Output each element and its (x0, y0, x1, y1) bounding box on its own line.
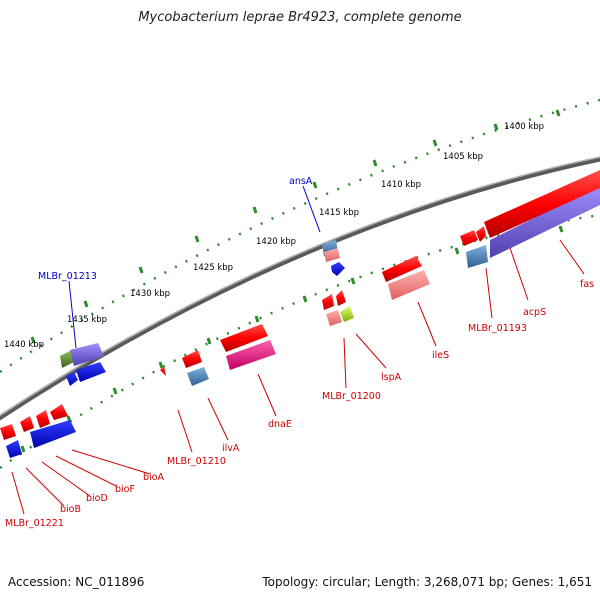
gene-mlbr01213-olive[interactable] (60, 350, 74, 368)
gene-ansA-pink[interactable] (324, 248, 340, 262)
genome-summary-label: Topology: circular; Length: 3,268,071 bp… (262, 575, 592, 589)
outer-major-ticks (30, 109, 561, 344)
label-ilvA: ilvA (222, 443, 240, 454)
label-lspA: lspA (381, 372, 402, 383)
leader-bioF (55, 455, 117, 487)
label-mlbr01193: MLBr_01193 (468, 323, 527, 334)
leader-ileS (417, 301, 437, 347)
scale-label-1415: 1415 kbp (319, 208, 359, 218)
leader-fas (559, 239, 585, 275)
gene-mlbr01193-red[interactable] (460, 230, 478, 246)
label-bioA: bioA (143, 472, 164, 483)
gene-steel-bio[interactable] (6, 440, 22, 458)
gene-blue-arrow[interactable] (66, 372, 78, 386)
accession-label: Accession: NC_011896 (8, 575, 145, 589)
leader-bioA (71, 449, 151, 475)
gene-ileS[interactable] (382, 256, 422, 282)
scale-label-1435: 1435 kbp (67, 315, 107, 325)
scale-label-1440: 1440 kbp (4, 340, 44, 350)
label-dnaE: dnaE (268, 419, 292, 430)
gene-bioF[interactable] (50, 404, 68, 420)
gene-mlbr01213-blue[interactable] (76, 362, 106, 382)
leader-mlbr01210 (177, 409, 193, 453)
outer-scale-arc (0, 98, 600, 374)
scale-label-1425: 1425 kbp (193, 263, 233, 273)
label-bioF: bioF (115, 484, 135, 495)
scale-label-1400: 1400 kbp (504, 122, 544, 132)
label-mlbr01210: MLBr_01210 (167, 456, 226, 467)
leader-acpS (509, 247, 529, 301)
leader-bioD (41, 461, 91, 497)
leader-ilvA (207, 397, 229, 441)
gene-mlbr01200-lime[interactable] (340, 306, 354, 322)
gene-acpS[interactable] (476, 226, 486, 242)
gene-ilvA[interactable] (182, 350, 202, 368)
gene-ileS-pink[interactable] (388, 270, 430, 300)
label-mlbr01200: MLBr_01200 (322, 391, 381, 402)
gene-dnaE-magenta[interactable] (226, 340, 276, 370)
gene-bioB[interactable] (20, 416, 34, 432)
scale-label-1420: 1420 kbp (256, 237, 296, 247)
leader-mlbr01213 (68, 280, 77, 349)
gene-lspA[interactable] (336, 290, 346, 306)
gene-mlbr01210[interactable] (160, 366, 166, 376)
scale-label-1410: 1410 kbp (381, 180, 421, 190)
label-mlbr01213: MLBr_01213 (38, 271, 97, 282)
gene-bioA[interactable] (30, 420, 76, 448)
leader-dnaE (257, 373, 277, 417)
leader-bioB (25, 467, 65, 507)
gene-mlbr01213-purple[interactable] (70, 343, 104, 366)
leader-lspA (355, 333, 387, 369)
gene-fas-forward[interactable] (484, 170, 600, 238)
gene-steel-1193[interactable] (466, 245, 488, 268)
leader-ansA (302, 185, 321, 233)
label-mlbr01221: MLBr_01221 (5, 518, 64, 529)
gene-bioD[interactable] (36, 410, 50, 428)
gene-mlbr01200-red[interactable] (322, 294, 334, 310)
map-title: Mycobacterium leprae Br4923, complete ge… (138, 10, 462, 25)
genome-backbone (0, 156, 600, 421)
genome-backbone-highlight (0, 156, 600, 417)
scale-label-1405: 1405 kbp (443, 152, 483, 162)
gene-fas-reverse[interactable] (490, 185, 600, 258)
leader-mlbr01200 (343, 337, 347, 389)
leader-mlbr01221 (11, 471, 25, 515)
label-fas: fas (580, 279, 594, 290)
label-ileS: ileS (432, 350, 449, 361)
gene-mlbr01221[interactable] (0, 424, 16, 440)
scale-label-1430: 1430 kbp (130, 289, 170, 299)
leader-mlbr01193 (485, 267, 493, 319)
gene-dnaE[interactable] (220, 324, 268, 352)
gene-mlbr01200-pink[interactable] (326, 310, 342, 326)
gene-steel-ilv[interactable] (187, 367, 209, 386)
label-ansA: ansA (289, 176, 313, 187)
gene-blue-small[interactable] (331, 262, 345, 276)
label-acpS: acpS (523, 307, 546, 318)
label-bioB: bioB (60, 504, 81, 515)
label-bioD: bioD (86, 493, 108, 504)
